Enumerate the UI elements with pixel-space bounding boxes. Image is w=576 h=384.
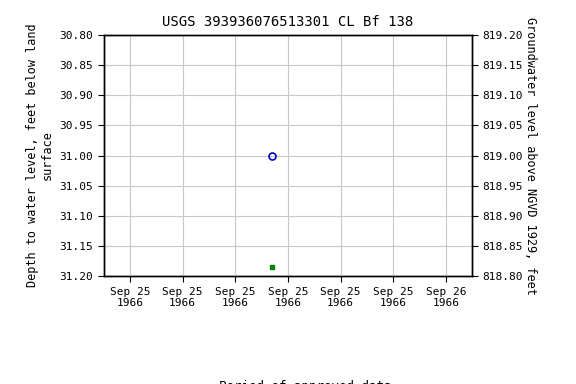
Title: USGS 393936076513301 CL Bf 138: USGS 393936076513301 CL Bf 138 [162, 15, 414, 29]
Y-axis label: Depth to water level, feet below land
surface: Depth to water level, feet below land su… [26, 24, 54, 287]
Y-axis label: Groundwater level above NGVD 1929, feet: Groundwater level above NGVD 1929, feet [524, 17, 537, 295]
Legend: Period of approved data: Period of approved data [179, 375, 397, 384]
